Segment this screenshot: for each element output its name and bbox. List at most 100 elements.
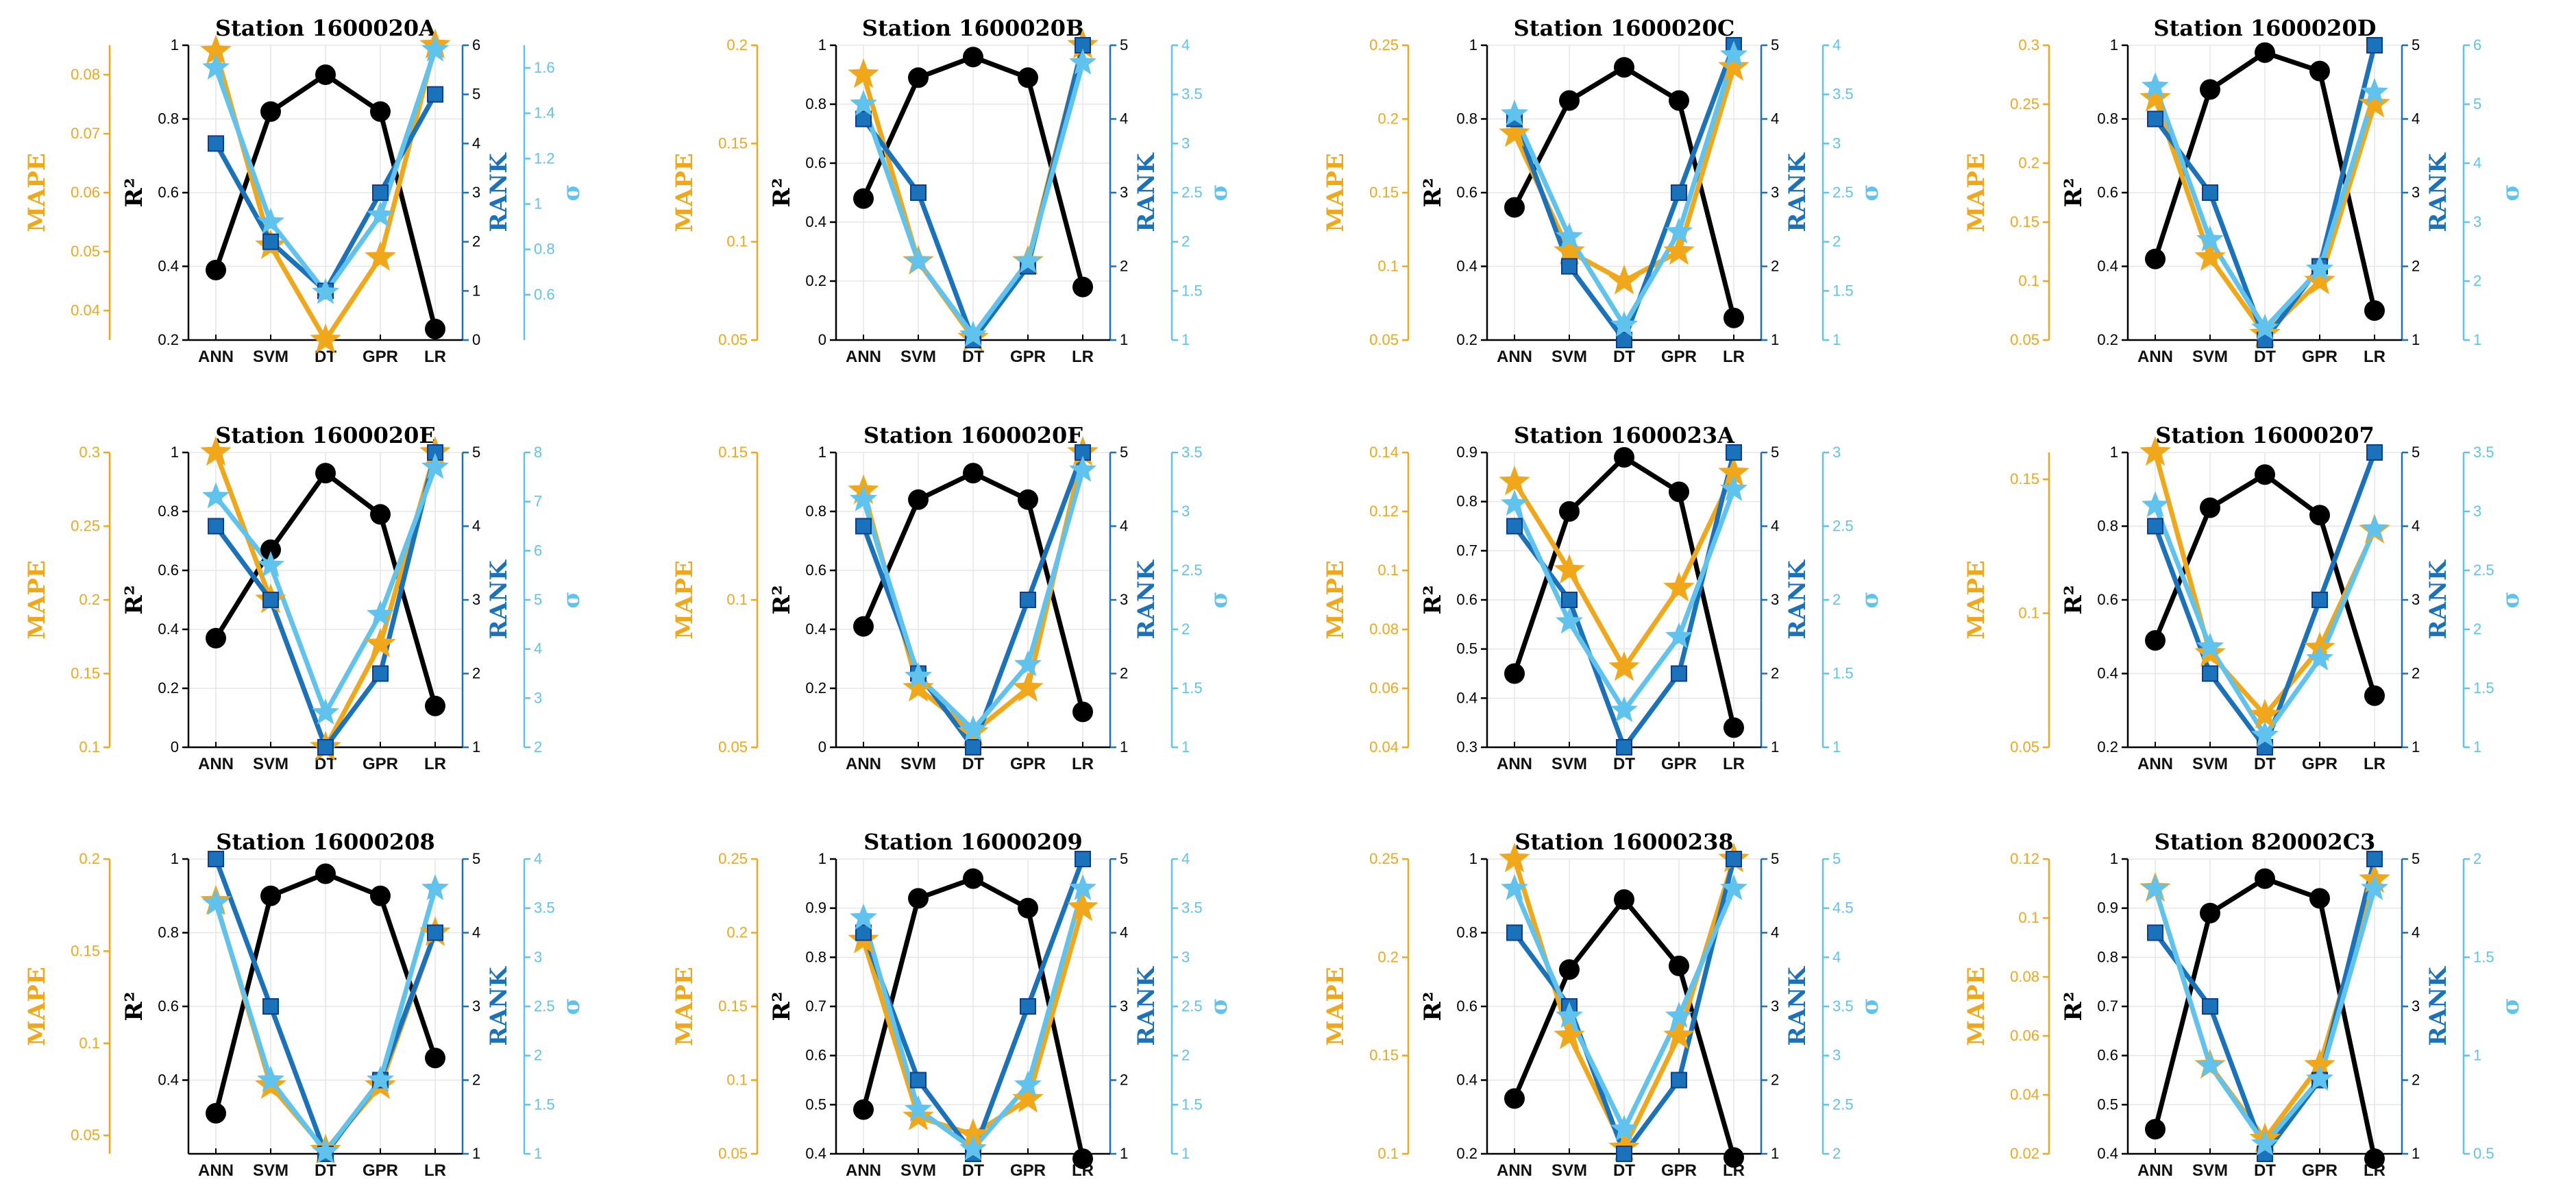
rank-tick-label: 2: [2412, 1072, 2420, 1089]
r2-point: [2255, 868, 2275, 889]
mape-point: [365, 627, 396, 657]
category-label: SVM: [253, 755, 289, 773]
sigma-tick-label: 1: [1181, 331, 1190, 348]
sigma-tick-label: 3.5: [1181, 444, 1203, 461]
rank-tick-label: 2: [472, 1072, 480, 1089]
rank-point: [2202, 998, 2218, 1015]
category-label: DT: [1613, 348, 1635, 366]
rank-tick-label: 4: [2412, 924, 2420, 941]
r2-axis-label: R²: [2060, 585, 2087, 614]
sigma-tick-label: 3: [1181, 134, 1190, 152]
mape-tick-label: 0.14: [1369, 444, 1399, 461]
r2-point: [2145, 630, 2166, 651]
sigma-point: [2142, 491, 2169, 518]
sigma-axis-label: σ: [1205, 184, 1233, 201]
category-label: SVM: [900, 348, 936, 366]
r2-tick-label: 0.8: [805, 503, 826, 520]
sigma-tick-label: 2.5: [1832, 518, 1854, 535]
mape-point: [1499, 843, 1530, 873]
rank-tick-label: 2: [1120, 665, 1128, 682]
r2-tick-label: 0.8: [1456, 110, 1477, 128]
rank-point: [262, 233, 279, 250]
r2-tick-label: 0.4: [158, 258, 179, 275]
sigma-axis-label: σ: [2497, 184, 2525, 201]
sigma-point: [1014, 247, 1042, 274]
rank-tick-label: 2: [1771, 258, 1779, 275]
mape-point: [1012, 1083, 1044, 1113]
r2-point: [2364, 685, 2385, 706]
sigma-point: [905, 247, 932, 274]
rank-tick-label: 2: [2412, 258, 2420, 275]
sigma-point: [202, 482, 230, 509]
sigma-axis-label: σ: [1856, 591, 1884, 608]
r2-tick-label: 0.6: [2097, 591, 2118, 608]
mape-tick-label: 0.04: [71, 302, 100, 319]
mape-tick-label: 0.1: [1377, 1145, 1399, 1162]
rank-point: [317, 739, 334, 755]
r2-point: [260, 539, 281, 560]
mape-axis-label: MAPE: [671, 153, 698, 232]
sigma-tick-label: 8: [534, 444, 542, 461]
rank-tick-label: 5: [472, 850, 480, 867]
sigma-tick-label: 2.5: [1181, 184, 1203, 201]
rank-point: [208, 135, 224, 152]
sigma-tick-label: 1.5: [1181, 679, 1203, 697]
panel-2: Station 1600020B 0.05 0.1 0.15 0.2 MAPE 0 0.2 0.…: [671, 15, 1233, 366]
mape-point: [1663, 571, 1695, 602]
r2-tick-label: 0.7: [2097, 998, 2118, 1015]
r2-tick-label: 0.4: [158, 1072, 179, 1089]
rank-point: [2366, 444, 2383, 461]
sigma-point: [202, 53, 230, 80]
panel-title: Station 16000238: [1514, 829, 1733, 855]
rank-tick-label: 1: [2412, 331, 2420, 348]
sigma-tick-label: 3.5: [1832, 998, 1854, 1015]
r2-point: [2200, 79, 2220, 100]
r2-point: [370, 885, 391, 906]
r2-point: [2309, 60, 2330, 82]
panel-title: Station 820002C3: [2155, 829, 2376, 855]
r2-point: [1018, 67, 1038, 88]
rank-tick-label: 2: [1771, 1072, 1779, 1089]
rank-tick-label: 2: [2412, 665, 2420, 682]
r2-tick-label: 0.2: [2097, 331, 2118, 348]
r2-tick-label: 0.8: [1456, 493, 1477, 510]
r2-tick-label: 0.8: [2097, 110, 2118, 128]
rank-axis-label: RANK: [2425, 152, 2452, 232]
r2-tick-label: 0.8: [158, 924, 179, 941]
rank-axis-label: RANK: [485, 152, 513, 232]
r2-axis-label: R²: [121, 991, 148, 1021]
r2-point: [1559, 959, 1580, 980]
mape-point: [1554, 235, 1585, 265]
mape-tick-label: 0.2: [726, 924, 748, 941]
category-label: DT: [962, 1161, 984, 1180]
rank-axis-label: RANK: [485, 966, 513, 1046]
r2-tick-label: 0.8: [2097, 518, 2118, 535]
mape-point: [2359, 88, 2390, 118]
category-label: ANN: [846, 348, 881, 366]
rank-tick-label: 5: [1120, 850, 1128, 867]
category-label: ANN: [1497, 755, 1532, 773]
sigma-tick-label: 3: [1832, 1047, 1841, 1064]
category-label: LR: [1723, 755, 1745, 773]
r2-tick-label: 0.4: [805, 620, 826, 638]
sigma-axis-label: σ: [558, 998, 585, 1015]
r2-tick-label: 0.2: [2097, 738, 2118, 755]
rank-tick-label: 4: [2412, 110, 2420, 128]
panel-title: Station 1600020A: [215, 15, 437, 41]
r2-point: [853, 616, 874, 637]
sigma-tick-label: 5: [2473, 95, 2481, 112]
rank-point: [1726, 851, 1742, 867]
r2-point: [315, 863, 336, 884]
r2-point: [260, 885, 281, 906]
panel-3: Station 1600020C0.050.10.150.20.25MAPE0.…: [1322, 15, 1884, 366]
mape-tick-label: 0.3: [2018, 36, 2039, 53]
panel-5: Station 1600020E0.10.150.20.250.3MAPE00.…: [23, 422, 585, 773]
sigma-tick-label: 2: [1181, 620, 1190, 638]
mape-tick-label: 0.15: [718, 444, 748, 461]
sigma-tick-label: 1.5: [1832, 665, 1854, 682]
r2-point: [1724, 307, 1744, 328]
r2-point: [1669, 955, 1689, 976]
category-label: SVM: [900, 1161, 936, 1180]
rank-point: [1616, 739, 1632, 755]
r2-tick-label: 1: [818, 36, 826, 53]
